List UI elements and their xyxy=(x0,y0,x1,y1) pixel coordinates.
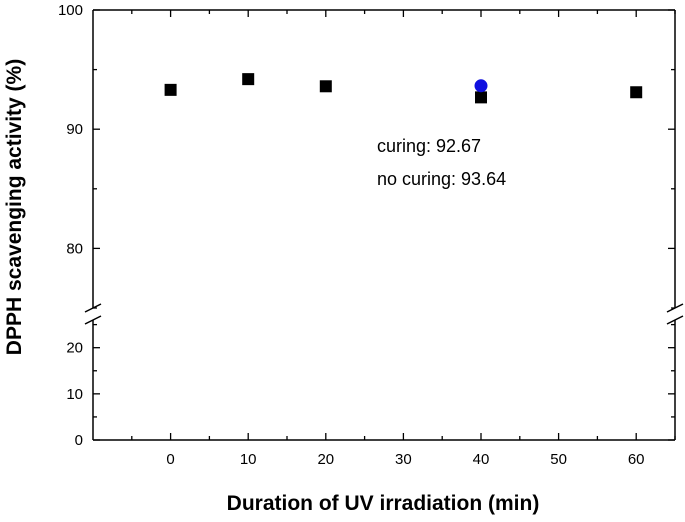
x-tick-label: 50 xyxy=(550,451,567,468)
y-tick-label: 10 xyxy=(66,386,83,403)
data-point-square xyxy=(319,80,332,93)
axis-break-right-lower xyxy=(666,315,684,325)
data-point-square xyxy=(630,86,643,99)
y-axis-title: DPPH scavenging activity (%) xyxy=(3,59,26,355)
x-axis-title: Duration of UV irradiation (min) xyxy=(227,492,540,515)
tick-labels: 0 10 20 30 40 50 60 0 10 20 80 90 100 xyxy=(58,2,645,468)
annotation-no-curing: no curing: 93.64 xyxy=(377,169,506,189)
y-tick-label: 80 xyxy=(66,240,83,257)
data-points xyxy=(164,73,643,104)
plot-frame xyxy=(84,9,684,441)
y-tick-label: 90 xyxy=(66,121,83,138)
data-point-square xyxy=(242,73,255,86)
x-tick-label: 20 xyxy=(317,451,334,468)
annotation-curing: curing: 92.67 xyxy=(377,136,481,156)
axis-break-left-lower xyxy=(84,315,102,325)
x-tick-label: 30 xyxy=(395,451,412,468)
x-tick-label: 40 xyxy=(473,451,490,468)
data-point-square xyxy=(164,83,177,96)
x-tick-label: 60 xyxy=(628,451,645,468)
data-point-square xyxy=(475,91,487,104)
y-tick-label: 20 xyxy=(66,340,83,357)
y-tick-label: 0 xyxy=(75,432,83,449)
axis-ticks xyxy=(93,9,676,441)
annotations: curing: 92.67 no curing: 93.64 xyxy=(377,136,506,189)
x-tick-label: 10 xyxy=(240,451,257,468)
x-tick-label: 0 xyxy=(166,451,174,468)
y-tick-label: 100 xyxy=(58,2,83,19)
data-point-circle xyxy=(474,79,488,93)
